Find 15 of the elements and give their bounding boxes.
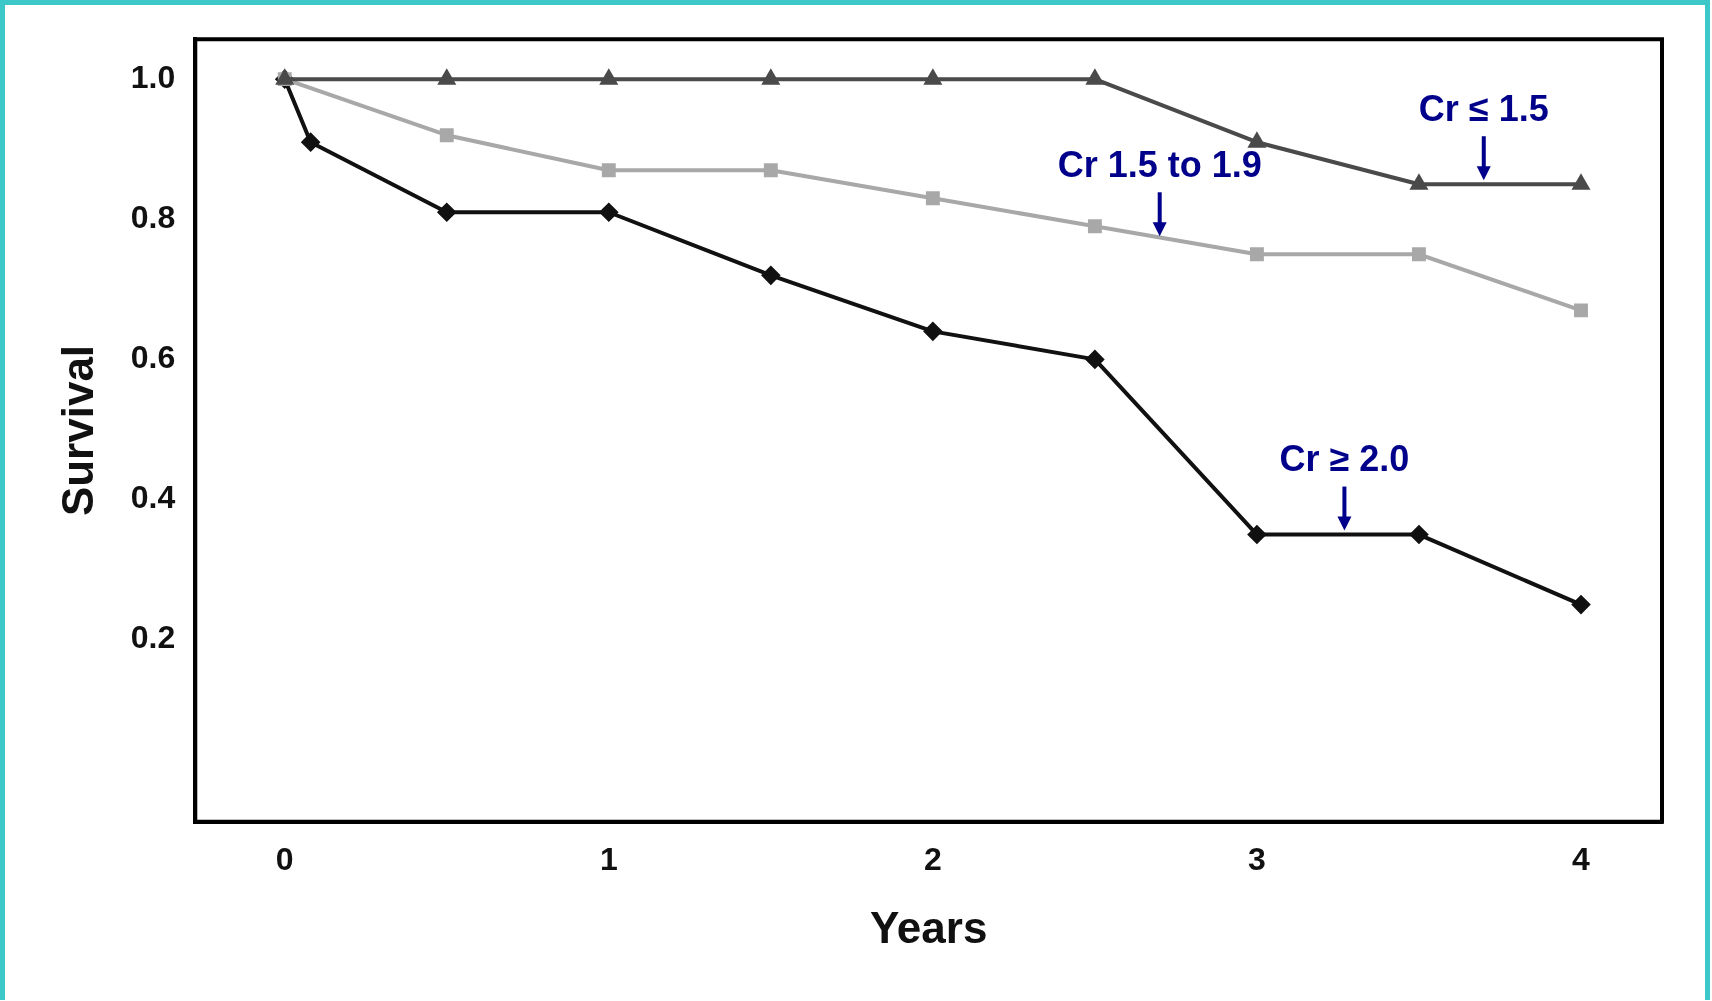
y-tick-label: 1.0 — [130, 58, 176, 95]
x-tick-label: 1 — [599, 840, 618, 877]
y-tick-label: 0.4 — [130, 479, 176, 516]
annotation: Cr ≤ 1.5 — [1418, 88, 1549, 130]
x-tick-label: 0 — [275, 840, 294, 877]
y-axis-title: Survival — [52, 344, 102, 517]
x-axis-title: Years — [869, 902, 988, 952]
y-tick-label: 0.8 — [130, 199, 176, 236]
x-tick-label: 3 — [1248, 840, 1266, 877]
annotation: Cr 1.5 to 1.9 — [1057, 144, 1262, 186]
x-tick-label: 4 — [1572, 840, 1591, 877]
x-tick-label: 2 — [923, 840, 942, 877]
annotation: Cr ≥ 2.0 — [1279, 438, 1410, 480]
y-tick-label: 0.6 — [130, 339, 176, 376]
y-tick-label: 0.2 — [130, 619, 176, 656]
